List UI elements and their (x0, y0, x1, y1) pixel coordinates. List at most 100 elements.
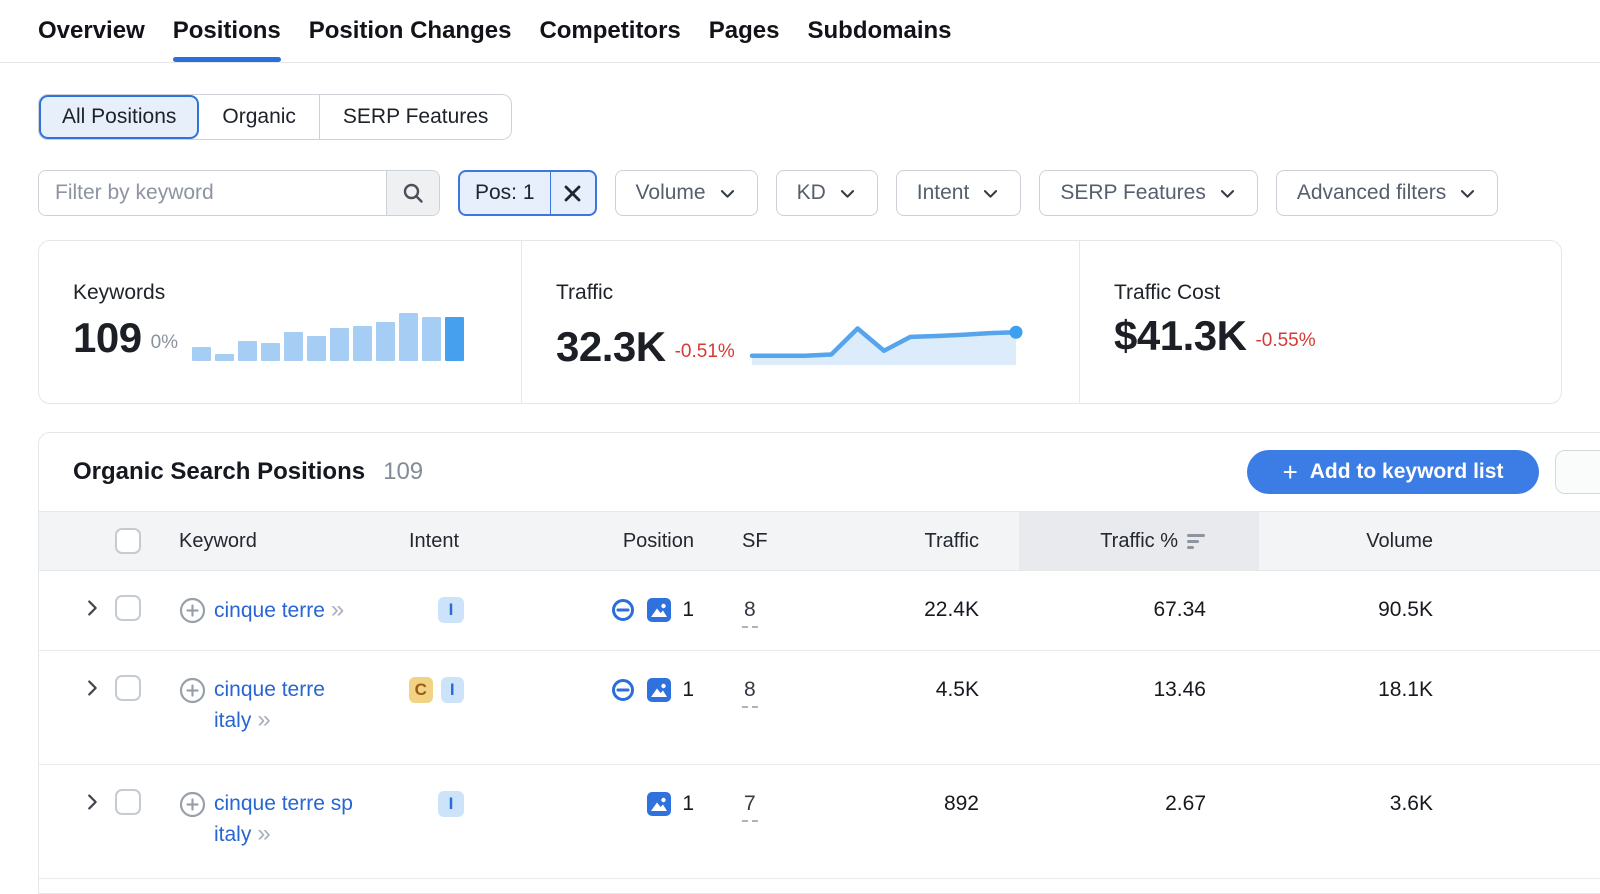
image-pack-icon[interactable] (646, 791, 672, 817)
advanced-filters-dropdown[interactable]: Advanced filters (1275, 170, 1499, 216)
tab-subdomains[interactable]: Subdomains (807, 17, 952, 44)
search-icon (403, 183, 423, 203)
volume-value: 18.1K (1378, 678, 1433, 701)
expand-row-icon[interactable] (81, 791, 103, 813)
serp-features-count[interactable]: 8 (742, 675, 758, 708)
traffic-trend-chart-wrap (747, 313, 1025, 372)
table-row: cinque terre italy» C I 1 8 4.5K 13.46 1… (39, 651, 1600, 765)
column-header-keyword[interactable]: Keyword (179, 529, 257, 552)
table-row-count: 109 (383, 458, 424, 485)
intent-badge-commercial[interactable]: C (409, 677, 433, 703)
traffic-cost-stat-label: Traffic Cost (1114, 281, 1221, 304)
traffic-cost-stat: Traffic Cost $41.3K -0.55% (1079, 241, 1561, 403)
traffic-pct-label: Traffic % (1100, 529, 1178, 552)
position-value: 1 (682, 792, 694, 815)
row-checkbox[interactable] (115, 595, 141, 621)
filter-bar: Pos: 1 Volume KD Intent SERP Features Ad… (38, 170, 1562, 216)
chevron-down-icon (984, 189, 998, 198)
volume-filter-label: Volume (635, 181, 706, 204)
add-keyword-icon[interactable] (179, 791, 206, 818)
tab-competitors[interactable]: Competitors (539, 17, 681, 44)
intent-filter-dropdown[interactable]: Intent (895, 170, 1022, 216)
open-keyword-icon[interactable]: » (257, 820, 271, 847)
plus-icon: + (1282, 457, 1298, 487)
expand-row-icon[interactable] (81, 597, 103, 619)
position-value: 1 (682, 678, 694, 701)
serp-features-count[interactable]: 7 (742, 789, 758, 822)
intent-badge-informational[interactable]: I (438, 791, 464, 817)
open-keyword-icon[interactable]: » (330, 596, 345, 623)
report-tabs: Overview Positions Position Changes Comp… (0, 0, 1600, 63)
tab-position-changes[interactable]: Position Changes (308, 17, 512, 44)
volume-value: 3.6K (1389, 792, 1433, 815)
close-icon (564, 185, 581, 201)
switch-serp-features[interactable]: SERP Features (318, 95, 512, 139)
switch-all-positions[interactable]: All Positions (39, 95, 200, 139)
column-header-traffic-pct[interactable]: Traffic % (1019, 512, 1259, 570)
add-keyword-icon[interactable] (179, 677, 206, 704)
link-icon[interactable] (610, 677, 636, 703)
traffic-pct-value: 67.34 (1153, 598, 1206, 621)
column-header-volume[interactable]: Volume (1366, 529, 1433, 552)
keyword-link[interactable]: cinque terre sp italy» (214, 792, 353, 847)
kd-filter-dropdown[interactable]: KD (775, 170, 878, 216)
traffic-value: 892 (943, 792, 979, 815)
serp-features-filter-label: SERP Features (1060, 181, 1206, 204)
position-filter-chip: Pos: 1 (458, 170, 597, 216)
column-header-intent[interactable]: Intent (409, 529, 460, 552)
keyword-filter-input[interactable] (39, 171, 386, 215)
keyword-link[interactable]: cinque terre italy» (214, 678, 325, 733)
serp-features-count[interactable]: 8 (742, 595, 758, 628)
column-header-traffic[interactable]: Traffic (924, 529, 979, 552)
traffic-trend-chart (749, 325, 1023, 365)
table-header-bar: Organic Search Positions 109 + Add to ke… (39, 433, 1600, 511)
keywords-stat-label: Keywords (73, 281, 166, 304)
search-button[interactable] (386, 171, 439, 215)
column-header-position[interactable]: Position (622, 529, 694, 552)
remove-position-filter-button[interactable] (549, 172, 595, 214)
traffic-pct-value: 2.67 (1165, 792, 1206, 815)
traffic-stat-value: 32.3K (556, 323, 666, 370)
chevron-down-icon (1220, 189, 1234, 198)
switch-organic[interactable]: Organic (222, 105, 296, 128)
position-value: 1 (682, 598, 694, 621)
tab-positions[interactable]: Positions (172, 0, 281, 62)
table-row: cinque terre» I 1 8 22.4K 67.34 90.5K (39, 571, 1600, 651)
keyword-filter (38, 170, 440, 216)
tab-overview[interactable]: Overview (38, 17, 145, 44)
intent-filter-label: Intent (916, 181, 970, 204)
traffic-cost-stat-value: $41.3K (1114, 312, 1247, 359)
add-keyword-icon[interactable] (179, 597, 206, 624)
intent-badge-informational[interactable]: I (438, 597, 464, 623)
select-all-checkbox[interactable] (115, 528, 141, 554)
tab-pages[interactable]: Pages (708, 17, 780, 44)
keywords-stat-delta: 0% (150, 332, 179, 353)
traffic-pct-value: 13.46 (1153, 678, 1206, 701)
table-row: cinque terre sp italy» I 1 7 892 2.67 3.… (39, 765, 1600, 879)
table-column-headers: Keyword Intent Position SF Traffic Traff… (39, 511, 1600, 571)
row-checkbox[interactable] (115, 789, 141, 815)
expand-row-icon[interactable] (81, 677, 103, 699)
add-to-keyword-list-button[interactable]: + Add to keyword list (1247, 450, 1539, 494)
summary-card: Keywords 109 0% Traffic 32.3K -0.51% Tra… (38, 240, 1562, 404)
export-button-partial[interactable] (1555, 450, 1600, 494)
open-keyword-icon[interactable]: » (257, 706, 271, 733)
link-icon[interactable] (610, 597, 636, 623)
serp-features-filter-dropdown[interactable]: SERP Features (1039, 170, 1258, 216)
traffic-stat: Traffic 32.3K -0.51% (521, 241, 1079, 403)
intent-badge-informational[interactable]: I (440, 677, 464, 703)
organic-positions-card: Organic Search Positions 109 + Add to ke… (38, 432, 1600, 894)
image-pack-icon[interactable] (646, 597, 672, 623)
keyword-link[interactable]: cinque terre» (214, 596, 345, 623)
image-pack-icon[interactable] (646, 677, 672, 703)
column-header-sf[interactable]: SF (742, 529, 768, 552)
traffic-stat-delta: -0.51% (674, 341, 735, 362)
volume-filter-dropdown[interactable]: Volume (614, 170, 758, 216)
volume-value: 90.5K (1378, 598, 1433, 621)
position-filter-label[interactable]: Pos: 1 (475, 181, 535, 204)
row-checkbox[interactable] (115, 675, 141, 701)
chevron-down-icon (840, 189, 854, 198)
advanced-filters-label: Advanced filters (1296, 181, 1447, 204)
kd-filter-label: KD (796, 181, 826, 204)
keywords-trend-chart (192, 313, 465, 361)
